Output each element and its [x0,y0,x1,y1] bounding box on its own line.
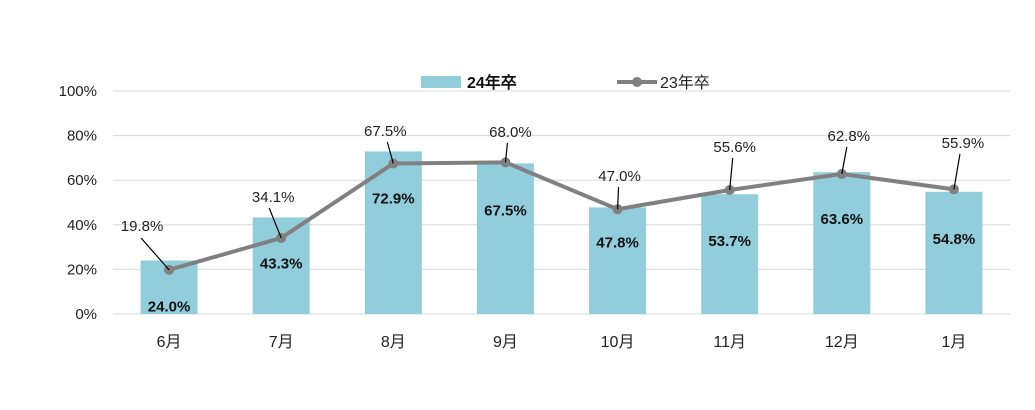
bar-data-label: 24.0% [148,298,191,315]
leader-line [386,141,394,164]
bar [813,172,871,314]
gridlines [113,90,1010,315]
legend-line-label: 23年卒 [660,74,710,92]
x-tick-label: 10月 [601,334,635,351]
y-tick-label: 80% [67,128,97,145]
y-tick-label: 0% [75,306,97,323]
x-tick-label: 11月 [713,334,746,351]
legend-bar-label: 24年卒 [467,73,517,92]
legend-bar-swatch [421,76,461,88]
x-tick-label: 8月 [381,334,406,351]
x-tick-label: 1月 [941,334,966,351]
bar-data-label: 72.9% [372,190,415,207]
y-axis-ticks: 0% 20% 40% 60% 80% 100% [59,83,97,323]
x-tick-label: 7月 [269,334,294,351]
leader-line [616,186,620,210]
leader-line [953,153,961,190]
bar-data-label: 54.8% [933,231,976,248]
x-tick-label: 12月 [825,334,859,351]
y-tick-label: 40% [67,217,97,234]
bar-data-label: 47.8% [596,234,639,251]
leader-line [268,207,282,239]
line-data-label: 55.6% [713,139,756,156]
bar [476,163,534,314]
bar-data-label: 63.6% [821,211,864,228]
bar [701,194,759,314]
line-data-label: 34.1% [252,189,295,206]
y-tick-label: 20% [67,261,97,278]
series-line [168,160,955,272]
legend: 24年卒 23年卒 [421,73,710,92]
data-labels: 24.0% 43.3% 72.9% 67.5% 47.8% 53.7% 63.6% 54.8%… [121,123,984,315]
line-data-label: 47.0% [598,168,641,185]
leader-line [140,237,170,271]
line-data-label: 67.5% [364,123,407,140]
bar-series [140,151,983,314]
bar-data-label: 43.3% [260,255,303,272]
legend-line-marker [632,77,642,87]
leader-line [729,157,734,191]
y-tick-label: 60% [67,172,97,189]
leader-line [504,142,509,163]
y-tick-label: 100% [59,83,97,100]
x-tick-label: 6月 [157,334,182,351]
line-data-label: 68.0% [489,124,532,141]
x-axis-categories: 6月 7月 8月 9月 10月 11月 12月 1月 [157,334,967,351]
x-tick-label: 9月 [493,334,518,351]
bar [925,191,983,314]
bar-data-label: 53.7% [708,233,751,250]
bar-data-label: 67.5% [484,202,527,219]
bar [364,151,422,314]
line-data-label: 62.8% [828,128,871,145]
line-data-label: 55.9% [942,135,985,152]
line-data-label: 19.8% [121,218,164,235]
bar [589,207,647,314]
leader-line [841,146,848,175]
